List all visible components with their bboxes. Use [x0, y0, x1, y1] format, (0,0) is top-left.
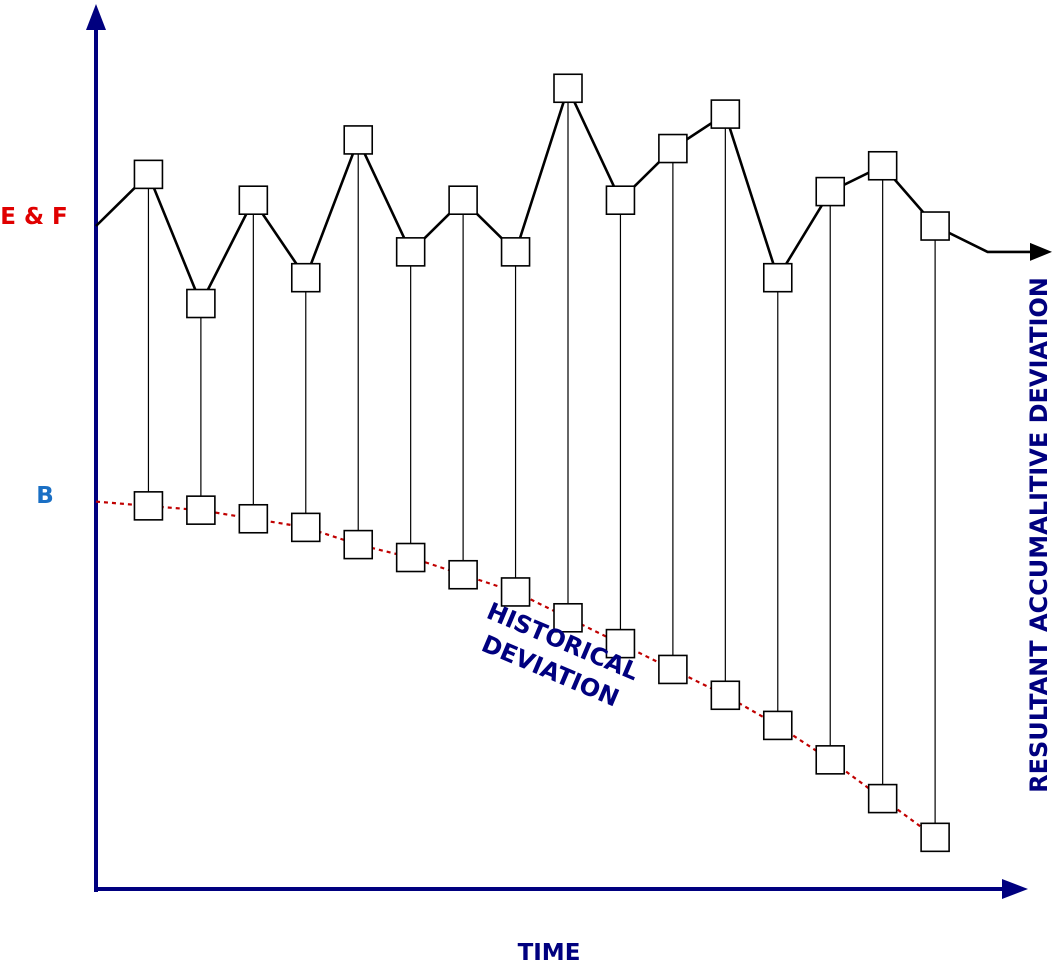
x-axis-arrowhead	[1002, 879, 1028, 899]
top-marker-11	[658, 133, 688, 164]
y-axis-arrowhead	[86, 4, 106, 30]
top-series-markers	[133, 73, 950, 319]
top-marker-1	[133, 159, 164, 190]
historical-marker-3	[238, 503, 269, 534]
top-marker-15	[867, 150, 898, 181]
historical-marker-16	[920, 822, 950, 853]
top-marker-3	[238, 185, 269, 215]
historical-marker-1	[133, 491, 164, 521]
historical-marker-2	[186, 495, 216, 525]
ef-level-label: E & F	[0, 204, 68, 230]
top-marker-14	[815, 176, 846, 207]
top-series-arrowhead	[1030, 242, 1052, 261]
top-marker-10	[605, 185, 636, 215]
top-marker-16	[920, 211, 950, 241]
b-level-label: B	[36, 483, 54, 509]
historical-markers	[133, 491, 950, 853]
historical-marker-5	[343, 529, 374, 560]
historical-marker-13	[762, 710, 793, 741]
historical-marker-8	[500, 577, 531, 607]
resultant-deviation-label: RESULTANT ACCUMALITIVE DEVIATION	[1025, 277, 1053, 793]
deviation-connectors	[147, 88, 936, 838]
historical-marker-7	[448, 559, 478, 590]
axes	[86, 4, 1028, 899]
historical-marker-9	[553, 602, 583, 633]
time-axis-label: TIME	[518, 940, 581, 966]
top-marker-4	[290, 262, 321, 293]
top-marker-8	[500, 237, 531, 267]
top-marker-12	[710, 99, 741, 129]
historical-marker-11	[658, 654, 688, 685]
historical-marker-4	[290, 512, 321, 543]
historical-marker-6	[395, 542, 426, 573]
top-marker-6	[395, 237, 426, 267]
top-marker-13	[762, 262, 793, 293]
top-marker-7	[448, 185, 478, 215]
historical-deviation-curve	[95, 500, 936, 839]
historical-marker-10	[605, 628, 636, 659]
top-marker-2	[186, 288, 216, 319]
historical-marker-12	[710, 680, 741, 711]
top-marker-9	[553, 73, 583, 104]
top-marker-5	[343, 125, 374, 155]
historical-marker-14	[815, 745, 846, 775]
historical-marker-15	[867, 783, 898, 814]
